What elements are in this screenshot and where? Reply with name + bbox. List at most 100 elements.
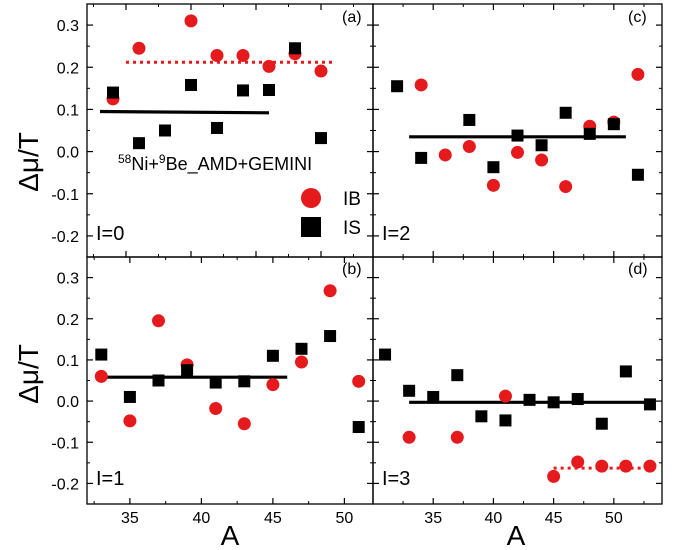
legend: IB IS: [301, 188, 361, 239]
point-ib-c-3: [486, 178, 500, 192]
point-ib-c-2: [462, 140, 476, 154]
point-is-d-3: [451, 369, 464, 382]
isospin-label-c: I=2: [382, 223, 410, 245]
isospin-label-a: I=0: [96, 223, 124, 245]
annotation-ni-mass: 58: [118, 152, 132, 166]
x-tick-label-d-2: 45: [545, 510, 563, 527]
point-ib-d-3: [547, 469, 561, 483]
point-is-d-10: [619, 365, 632, 378]
point-ib-b-0: [94, 369, 108, 383]
point-is-c-6: [559, 106, 572, 119]
y-tick-label-b-0: -0.2: [51, 476, 79, 493]
y-tick-label-b-5: 0.3: [57, 271, 79, 288]
point-is-c-8: [607, 118, 620, 131]
point-is-c-3: [487, 161, 500, 174]
point-ib-a-3: [210, 48, 224, 62]
point-is-d-1: [403, 384, 416, 397]
point-is-d-11: [643, 398, 656, 411]
panel-frame-a: [86, 3, 374, 258]
point-is-a-7: [289, 42, 301, 55]
point-ib-d-7: [643, 459, 657, 473]
point-is-b-4: [209, 376, 222, 389]
legend-marker-is: [301, 217, 321, 237]
point-is-a-3: [185, 78, 197, 91]
point-ib-c-1: [438, 148, 452, 162]
point-is-d-8: [571, 393, 584, 406]
point-ib-a-4: [236, 48, 250, 62]
annotation-be-mass: 9: [159, 152, 166, 166]
point-ib-b-2: [152, 314, 165, 328]
x-axis-label-left: A: [221, 520, 240, 550]
point-is-a-4: [211, 121, 223, 134]
dataset-annotation: 58Ni+9Be_AMD+GEMINI: [118, 152, 312, 175]
point-ib-a-7: [314, 64, 328, 78]
point-ib-d-6: [619, 459, 633, 473]
legend-label-ib: IB: [343, 189, 361, 210]
point-ib-d-1: [450, 430, 464, 444]
legend-label-is: IS: [343, 218, 361, 239]
point-is-a-0: [107, 86, 119, 99]
y-axis-label-top: Δμ/T: [13, 132, 44, 192]
y-tick-label-b-2: 0.0: [57, 394, 79, 411]
panel-d: 35 40 45 50 (d) I=3: [372, 256, 663, 527]
point-ib-a-2: [184, 14, 198, 28]
point-ib-a-5: [262, 59, 276, 73]
point-is-c-1: [415, 151, 428, 164]
point-is-c-4: [511, 129, 524, 142]
annotation-rest: Be_AMD+GEMINI: [166, 154, 313, 175]
point-is-b-9: [352, 421, 365, 434]
isospin-label-d: I=3: [382, 468, 410, 490]
point-is-b-5: [238, 375, 251, 388]
legend-marker-ib: [301, 188, 321, 208]
point-is-b-0: [95, 348, 108, 361]
point-ib-c-9: [631, 67, 645, 81]
point-is-b-3: [181, 364, 194, 377]
point-is-a-5: [237, 84, 249, 97]
point-is-d-9: [595, 417, 608, 430]
y-tick-label-a-1: -0.1: [51, 187, 79, 204]
point-ib-d-5: [595, 459, 609, 473]
x-tick-label-b-2: 45: [264, 510, 282, 527]
point-is-b-7: [295, 342, 308, 355]
x-tick-label-d-3: 50: [605, 510, 623, 527]
panel-tag-d: (d): [628, 261, 648, 278]
point-is-b-8: [324, 330, 337, 343]
point-ib-b-1: [123, 414, 137, 428]
point-is-d-7: [547, 396, 560, 409]
panel-tag-c: (c): [628, 9, 647, 26]
x-tick-label-b-0: 35: [121, 510, 139, 527]
annotation-ni: Ni+: [131, 154, 159, 174]
point-is-c-0: [391, 80, 404, 93]
point-is-a-8: [315, 132, 327, 145]
y-tick-label-a-0: -0.2: [51, 229, 79, 246]
point-ib-b-5: [237, 417, 251, 431]
x-tick-label-b-1: 40: [193, 510, 211, 527]
point-is-b-6: [266, 349, 279, 362]
panel-c: (c) I=2: [372, 3, 663, 258]
point-is-c-5: [535, 139, 548, 152]
point-is-d-5: [499, 414, 512, 427]
point-is-d-6: [523, 393, 536, 406]
point-ib-d-2: [498, 389, 512, 403]
point-is-a-1: [133, 137, 145, 150]
point-is-d-0: [379, 348, 392, 361]
y-tick-label-b-4: 0.2: [57, 312, 79, 329]
point-ib-c-5: [535, 153, 549, 167]
x-axis-label-right: A: [507, 520, 526, 550]
y-tick-label-b-1: -0.1: [51, 435, 79, 452]
panel-a: -0.2 -0.1 0.0 0.1 0.2 0.3 (a) I=0: [51, 3, 374, 258]
y-tick-label-a-3: 0.1: [57, 102, 79, 119]
point-ib-a-1: [132, 41, 146, 55]
panel-tag-b: (b): [342, 261, 362, 278]
point-ib-b-8: [323, 284, 337, 298]
x-tick-label-b-3: 50: [336, 510, 354, 527]
point-ib-d-0: [402, 430, 416, 444]
point-ib-d-4: [571, 455, 585, 469]
point-ib-b-9: [352, 374, 366, 388]
panel-b: -0.2 -0.1 0.0 0.1 0.2 0.3 35 40 45 50 (b) I=1: [51, 256, 374, 527]
isospin-label-b: I=1: [96, 468, 124, 490]
y-tick-label-a-5: 0.3: [57, 18, 79, 35]
point-is-c-9: [631, 168, 644, 181]
point-is-a-6: [263, 84, 275, 97]
